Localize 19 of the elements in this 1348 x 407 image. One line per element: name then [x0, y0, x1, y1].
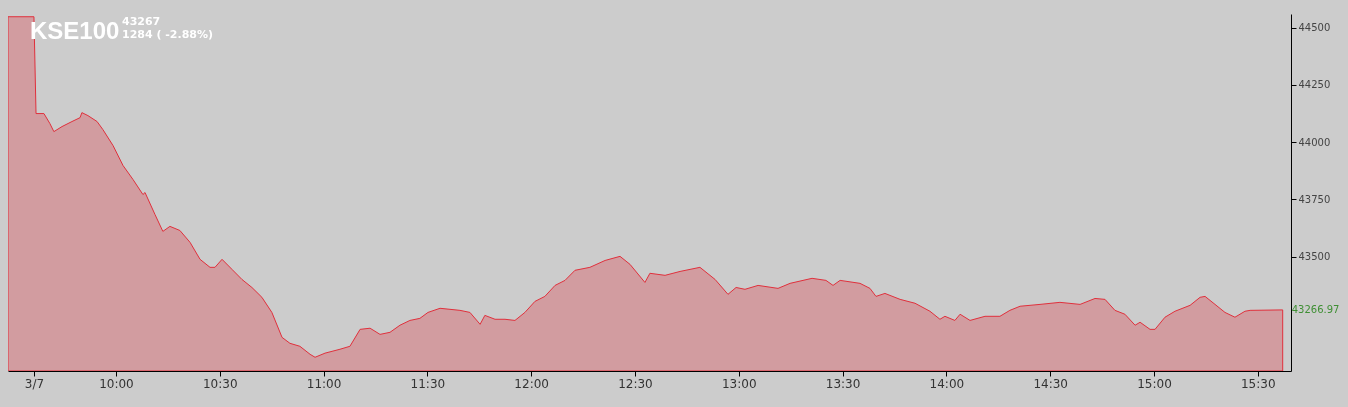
x-tick-label: 13:30 — [825, 376, 861, 391]
x-tick-label: 12:30 — [618, 376, 653, 391]
x-tick-label: 13:00 — [721, 376, 757, 391]
x-tick-label: 14:30 — [1033, 376, 1068, 391]
x-tick-label: 10:30 — [202, 376, 238, 391]
x-tick-label: 11:00 — [306, 376, 342, 391]
y-tick-label: 44250 — [1298, 79, 1331, 91]
y-tick-label: 43500 — [1298, 251, 1331, 263]
x-tick-label: 15:00 — [1137, 376, 1172, 391]
x-tick-label: 10:00 — [99, 376, 134, 391]
annotation: 43266.97 — [1291, 303, 1340, 315]
x-tick-label: 3/7 — [24, 376, 45, 391]
x-tick-label: 14:00 — [929, 376, 965, 391]
y-tick-label: 44500 — [1298, 22, 1331, 34]
x-tick-label: 11:30 — [410, 376, 446, 391]
x-tick-label: 12:00 — [514, 376, 549, 391]
y-tick-label: 44000 — [1298, 136, 1331, 148]
y-tick-label: 43750 — [1298, 193, 1331, 205]
x-tick-label: 15:30 — [1240, 376, 1276, 391]
